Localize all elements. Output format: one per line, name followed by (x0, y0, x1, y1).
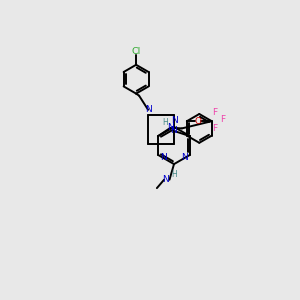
Text: H: H (163, 118, 168, 127)
Text: N: N (167, 123, 174, 132)
Text: Cl: Cl (131, 47, 141, 56)
Text: O: O (195, 117, 202, 126)
Text: N: N (163, 175, 169, 184)
Text: F: F (212, 108, 217, 117)
Text: N: N (145, 105, 152, 114)
Text: F: F (212, 124, 217, 133)
Text: H: H (171, 170, 177, 179)
Text: N: N (160, 153, 167, 162)
Text: N: N (170, 126, 177, 135)
Text: F: F (220, 115, 225, 124)
Text: N: N (171, 116, 177, 125)
Text: N: N (181, 153, 188, 162)
